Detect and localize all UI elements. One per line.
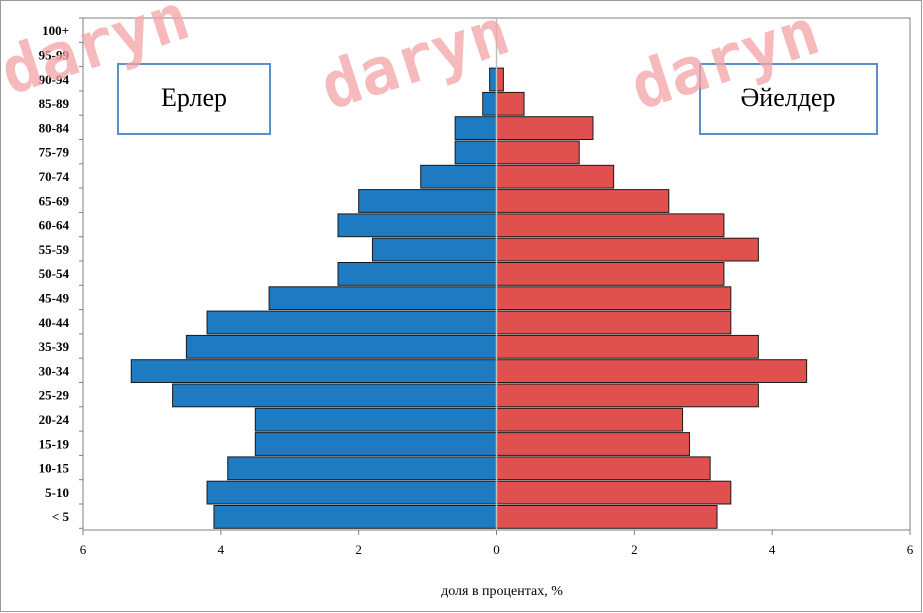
y-tick-label: < 5	[52, 509, 70, 524]
bar-men-85-89	[482, 91, 498, 116]
y-tick-label: 25-29	[39, 388, 70, 403]
x-tick-label: 2	[631, 542, 638, 557]
y-tick-label: 85-89	[39, 96, 70, 111]
y-tick-label: 65-69	[39, 193, 70, 208]
x-tick-label: 4	[769, 542, 776, 557]
x-tick-label: 4	[218, 542, 225, 557]
bar-men--5	[213, 505, 497, 529]
bar-women-65-69	[496, 189, 670, 213]
bar-women-5-10	[496, 480, 732, 505]
bar-men-55-59	[371, 237, 498, 262]
y-tick-label: 80-84	[39, 120, 70, 135]
legend-box-women	[699, 63, 878, 135]
legend-label-men: Ерлер	[161, 83, 227, 112]
y-tick-label: 10-15	[39, 461, 70, 476]
x-tick-label: 2	[355, 542, 362, 557]
bar-women-45-49	[496, 286, 732, 311]
bar-women-40-44	[496, 310, 732, 335]
bar-women-20-24	[496, 407, 684, 432]
bar-men-75-79	[454, 140, 497, 165]
x-tick-labels: 6 4 2 0 2 4 6	[80, 542, 914, 557]
bar-men-30-34	[130, 359, 497, 384]
bar-men-70-74	[420, 164, 498, 189]
bar-women-25-29	[496, 383, 759, 408]
bar-women-15-19	[496, 432, 690, 456]
legend-label-women: Әйелдер	[741, 83, 836, 112]
y-tick-label: 40-44	[39, 315, 70, 330]
bar-women-80-84	[496, 116, 594, 140]
bar-men-35-39	[185, 334, 497, 359]
bar-men-10-15	[227, 456, 497, 481]
y-tick-label: 5-10	[45, 485, 69, 500]
bar-men-45-49	[268, 286, 498, 311]
y-tick-label: 95-99	[39, 47, 70, 62]
x-axis-title: доля в процентах, %	[441, 584, 563, 599]
bars-group	[130, 67, 808, 529]
y-tick-label: 70-74	[39, 169, 70, 184]
bar-men-40-44	[206, 310, 498, 335]
bar-women-85-89	[496, 91, 525, 116]
bar-women-35-39	[496, 334, 759, 359]
bar-women-60-64	[496, 213, 725, 238]
y-tick-labels: < 5 5-10 10-15 15-19 20-24 25-29 30-34 35-39 40-…	[39, 23, 70, 524]
bar-women--5	[496, 505, 718, 529]
y-tick-label: 100+	[42, 23, 69, 38]
bar-men-50-54	[337, 262, 497, 286]
y-tick-label: 15-19	[39, 436, 70, 451]
y-tick-label: 90-94	[39, 72, 70, 87]
axes-group	[79, 17, 911, 535]
y-tick-label: 75-79	[39, 145, 70, 160]
y-tick-label: 35-39	[39, 339, 70, 354]
y-tick-label: 50-54	[39, 266, 70, 281]
bar-women-75-79	[496, 140, 580, 165]
bar-men-60-64	[337, 213, 497, 238]
legend-box-men	[117, 63, 271, 135]
bar-men-65-69	[358, 189, 497, 213]
bar-men-80-84	[454, 116, 497, 140]
y-tick-label: 55-59	[39, 242, 70, 257]
y-tick-label: 45-49	[39, 290, 70, 305]
x-tick-label: 6	[907, 542, 914, 557]
y-tick-label: 60-64	[39, 218, 70, 233]
y-tick-label: 20-24	[39, 412, 70, 427]
y-tick-label: 30-34	[39, 363, 70, 378]
x-tick-label: 0	[493, 542, 500, 557]
bar-men-20-24	[254, 407, 497, 432]
bar-men-25-29	[172, 383, 497, 408]
bar-women-30-34	[496, 359, 808, 384]
bar-men-15-19	[254, 432, 497, 456]
bar-men-5-10	[206, 480, 498, 505]
bar-women-50-54	[496, 262, 725, 286]
bar-women-70-74	[496, 164, 615, 189]
bar-women-55-59	[496, 237, 759, 262]
x-tick-label: 6	[80, 542, 87, 557]
bar-women-10-15	[496, 456, 711, 481]
